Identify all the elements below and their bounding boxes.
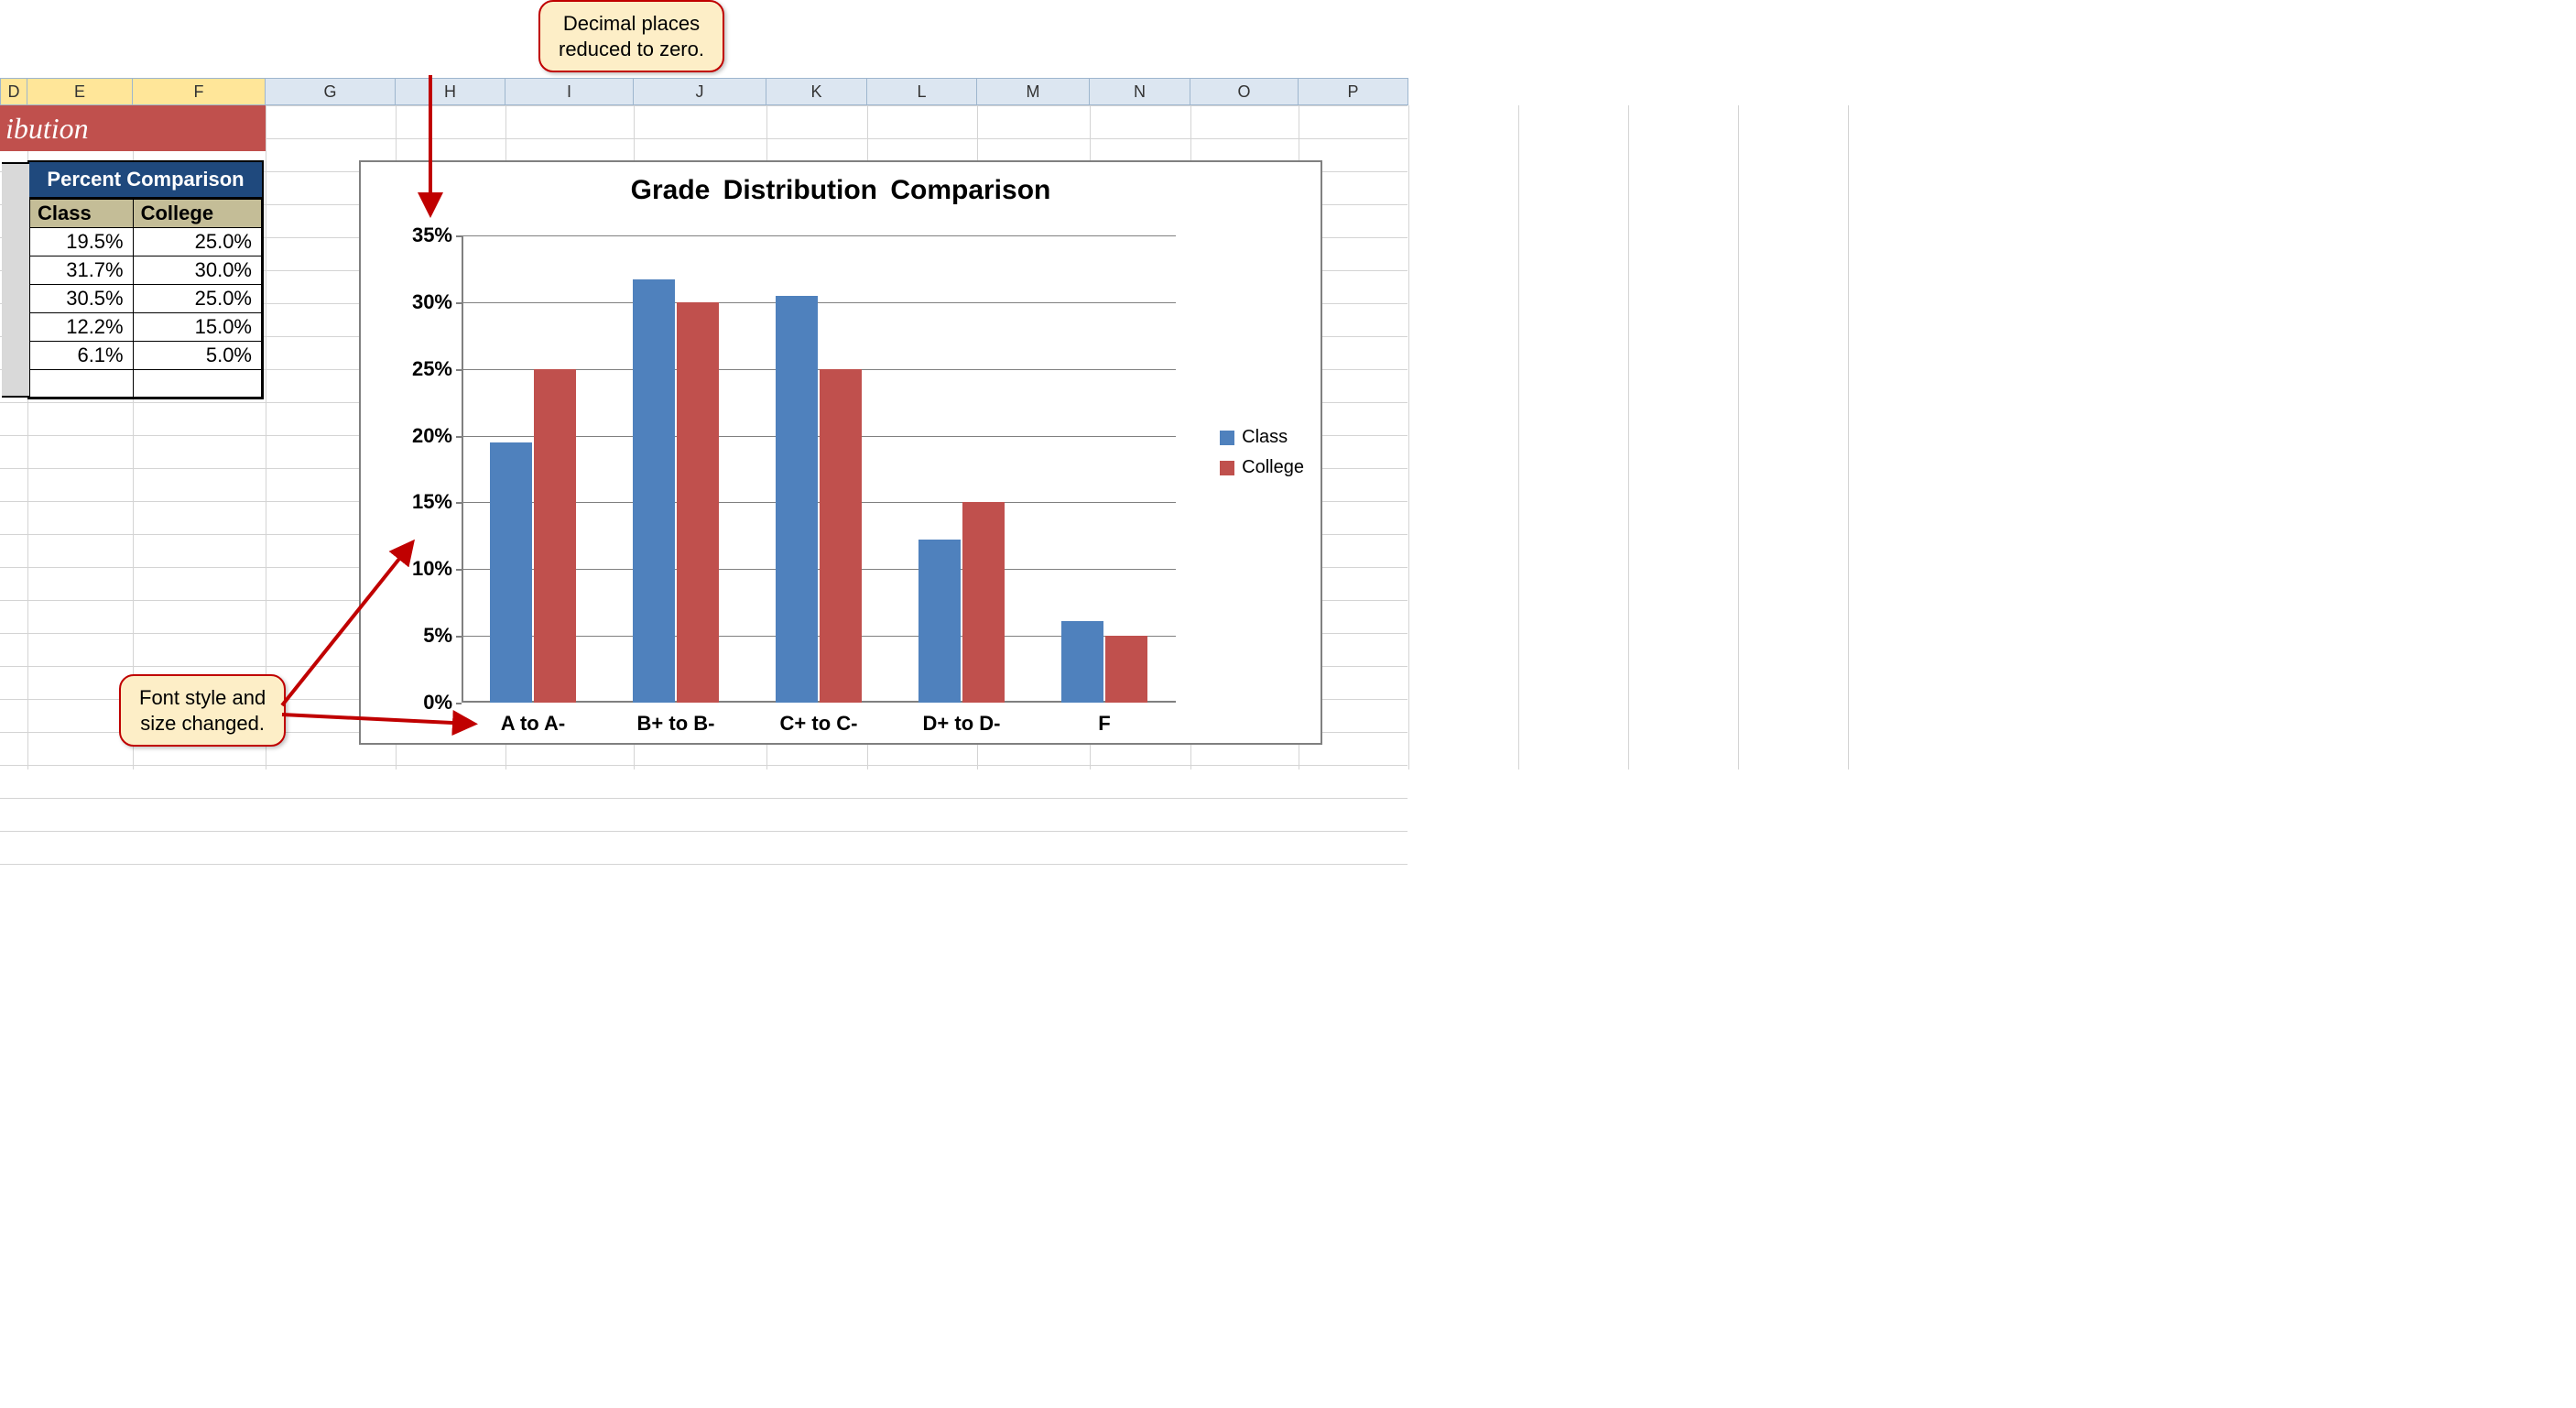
callout-line: Decimal places [563, 12, 700, 35]
callout-decimal-places: Decimal places reduced to zero. [538, 0, 724, 72]
table-row [30, 370, 262, 398]
column-header-K[interactable]: K [766, 79, 867, 104]
chart-bar-class[interactable] [918, 540, 961, 703]
table-merged-header: Percent Comparison [29, 162, 262, 199]
chart-xlabel: B+ to B- [637, 703, 715, 736]
table-row[interactable]: 12.2%15.0% [30, 313, 262, 342]
table-cell[interactable]: 30.5% [30, 285, 134, 313]
table-row[interactable]: 30.5%25.0% [30, 285, 262, 313]
chart-ytick: 25% [412, 357, 462, 381]
chart-xlabel: C+ to C- [780, 703, 858, 736]
grade-distribution-chart: Grade Distribution Comparison 0%5%10%15%… [359, 160, 1322, 745]
table-row[interactable]: 6.1%5.0% [30, 342, 262, 370]
column-header-O[interactable]: O [1190, 79, 1299, 104]
table-col-class[interactable]: Class [30, 200, 134, 228]
chart-ytick: 30% [412, 290, 462, 314]
chart-bar-college[interactable] [962, 502, 1005, 703]
table-cell[interactable]: 25.0% [133, 285, 261, 313]
chart-plot-area: 0%5%10%15%20%25%30%35%A to A-B+ to B-C+ … [462, 235, 1176, 703]
legend-label: Class [1242, 427, 1288, 448]
table-row[interactable]: 19.5%25.0% [30, 228, 262, 256]
column-header-M[interactable]: M [977, 79, 1090, 104]
callout-line: size changed. [140, 712, 265, 735]
chart-ytick: 35% [412, 224, 462, 247]
legend-swatch [1220, 461, 1234, 475]
chart-bar-class[interactable] [633, 279, 675, 703]
column-header-H[interactable]: H [396, 79, 505, 104]
chart-xlabel: D+ to D- [923, 703, 1001, 736]
column-header-I[interactable]: I [505, 79, 634, 104]
legend-item-class[interactable]: Class [1220, 427, 1304, 448]
table-cell[interactable]: 5.0% [133, 342, 261, 370]
callout-line: reduced to zero. [559, 38, 704, 60]
chart-bar-college[interactable] [677, 302, 719, 703]
column-header-J[interactable]: J [634, 79, 766, 104]
chart-bar-college[interactable] [820, 369, 862, 703]
table-row-header-gutter [2, 162, 29, 398]
table-cell[interactable]: 25.0% [133, 228, 261, 256]
percent-comparison-table: Percent Comparison Class College 19.5%25… [27, 160, 264, 399]
table-merged-header-text: Percent Comparison [47, 168, 244, 191]
chart-ytick: 15% [412, 490, 462, 514]
chart-title: Grade Distribution Comparison [361, 175, 1321, 206]
table-cell[interactable]: 31.7% [30, 256, 134, 285]
legend-item-college[interactable]: College [1220, 457, 1304, 478]
column-headers: DEFGHIJKLMNOP [0, 78, 1408, 105]
column-header-E[interactable]: E [27, 79, 133, 104]
column-header-N[interactable]: N [1090, 79, 1190, 104]
chart-y-axis [462, 235, 463, 703]
table-cell[interactable]: 15.0% [133, 313, 261, 342]
column-header-D[interactable]: D [0, 79, 27, 104]
table-cell[interactable]: 19.5% [30, 228, 134, 256]
chart-bar-college[interactable] [1105, 636, 1147, 703]
table-cell[interactable]: 12.2% [30, 313, 134, 342]
table-cell[interactable]: 6.1% [30, 342, 134, 370]
column-header-P[interactable]: P [1299, 79, 1408, 104]
chart-xlabel: A to A- [501, 703, 565, 736]
callout-font-style: Font style and size changed. [119, 674, 286, 747]
chart-bar-college[interactable] [534, 369, 576, 703]
column-header-L[interactable]: L [867, 79, 977, 104]
chart-ytick: 10% [412, 557, 462, 581]
table-col-college[interactable]: College [133, 200, 261, 228]
column-header-F[interactable]: F [133, 79, 266, 104]
chart-bar-class[interactable] [776, 296, 818, 703]
legend-swatch [1220, 431, 1234, 445]
chart-ytick: 20% [412, 424, 462, 448]
chart-xlabel: F [1098, 703, 1110, 736]
sheet-title-text: ibution [5, 112, 89, 146]
table-row[interactable]: 31.7%30.0% [30, 256, 262, 285]
chart-bar-class[interactable] [1061, 621, 1103, 703]
chart-legend: Class College [1220, 418, 1304, 487]
column-header-G[interactable]: G [266, 79, 396, 104]
sheet-title-banner: ibution [0, 105, 266, 151]
callout-line: Font style and [139, 686, 266, 709]
legend-label: College [1242, 457, 1304, 478]
table-cell[interactable]: 30.0% [133, 256, 261, 285]
chart-bar-class[interactable] [490, 442, 532, 703]
